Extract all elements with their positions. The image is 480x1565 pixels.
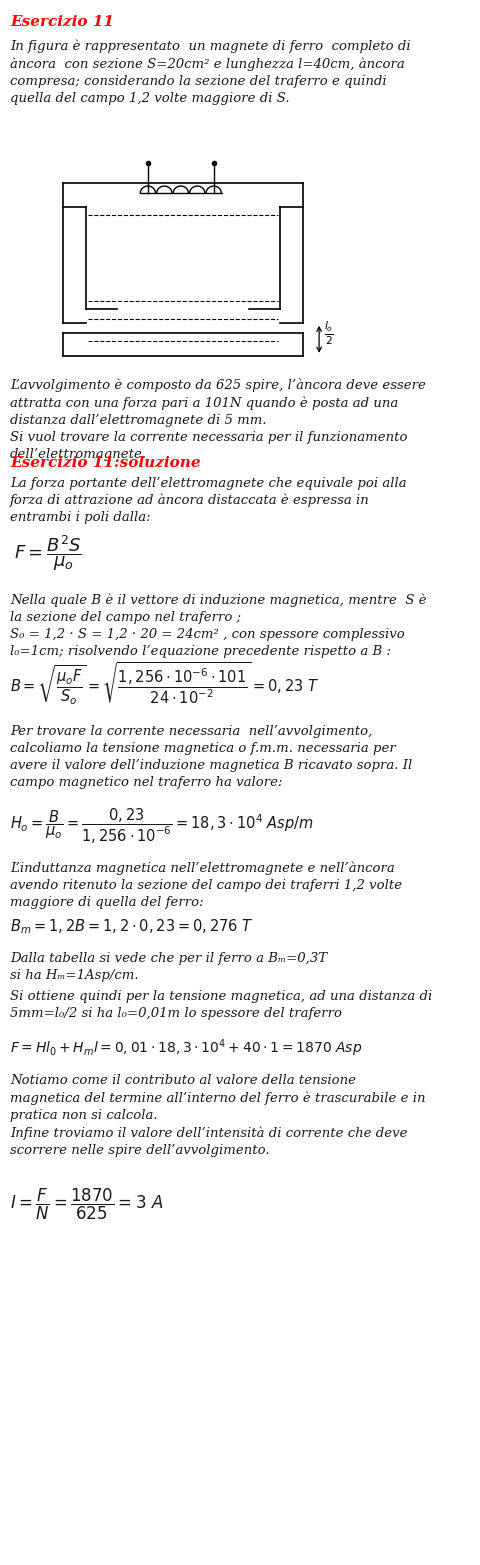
Text: Esercizio 11:soluzione: Esercizio 11:soluzione xyxy=(10,455,200,470)
Text: L’avvolgimento è composto da 625 spire, l’àncora deve essere
attratta con una fo: L’avvolgimento è composto da 625 spire, … xyxy=(10,379,425,462)
Text: $B = \sqrt{\dfrac{\mu_o F}{S_o}} = \sqrt{\dfrac{1,256 \cdot 10^{-6} \cdot 101}{2: $B = \sqrt{\dfrac{\mu_o F}{S_o}} = \sqrt… xyxy=(10,660,319,707)
Text: In figura è rappresentato  un magnete di ferro  completo di
àncora  con sezione : In figura è rappresentato un magnete di … xyxy=(10,39,410,105)
Text: Per trovare la corrente necessaria  nell’avvolgimento,
calcoliamo la tensione ma: Per trovare la corrente necessaria nell’… xyxy=(10,725,411,789)
Text: Esercizio 11: Esercizio 11 xyxy=(10,16,114,30)
Text: L’induttanza magnetica nell’elettromagnete e nell’àncora
avendo ritenuto la sezi: L’induttanza magnetica nell’elettromagne… xyxy=(10,862,401,909)
Text: $F = \dfrac{B^2 S}{\mu_o}$: $F = \dfrac{B^2 S}{\mu_o}$ xyxy=(13,534,82,573)
Text: $\frac{l_o}{2}$: $\frac{l_o}{2}$ xyxy=(324,319,334,346)
Text: $I = \dfrac{F}{N} = \dfrac{1870}{625} = 3\ A$: $I = \dfrac{F}{N} = \dfrac{1870}{625} = … xyxy=(10,1188,163,1222)
Text: $H_o = \dfrac{B}{\mu_o} = \dfrac{0,23}{1,256 \cdot 10^{-6}} = 18,3 \cdot 10^4\ A: $H_o = \dfrac{B}{\mu_o} = \dfrac{0,23}{1… xyxy=(10,808,313,847)
Text: $F = Hl_0 + H_m l = 0,01 \cdot 18,3 \cdot 10^4 + 40 \cdot 1 = 1870\ Asp$: $F = Hl_0 + H_m l = 0,01 \cdot 18,3 \cdo… xyxy=(10,1038,362,1060)
Text: La forza portante dell’elettromagnete che equivale poi alla
forza di attrazione : La forza portante dell’elettromagnete ch… xyxy=(10,477,406,524)
Text: Notiamo come il contributo al valore della tensione
magnetica del termine all’in: Notiamo come il contributo al valore del… xyxy=(10,1075,425,1157)
Text: Dalla tabella si vede che per il ferro a Bₘ=0,3T
si ha Hₘ=1Asp/cm.: Dalla tabella si vede che per il ferro a… xyxy=(10,952,326,981)
Text: $B_m = 1,2B = 1,2 \cdot 0,23 = 0,276\ T$: $B_m = 1,2B = 1,2 \cdot 0,23 = 0,276\ T$ xyxy=(10,917,253,936)
Text: Nella quale B è il vettore di induzione magnetica, mentre  S è
la sezione del ca: Nella quale B è il vettore di induzione … xyxy=(10,593,426,657)
Text: Si ottiene quindi per la tensione magnetica, ad una distanza di
5mm=l₀/2 si ha l: Si ottiene quindi per la tensione magnet… xyxy=(10,989,432,1020)
